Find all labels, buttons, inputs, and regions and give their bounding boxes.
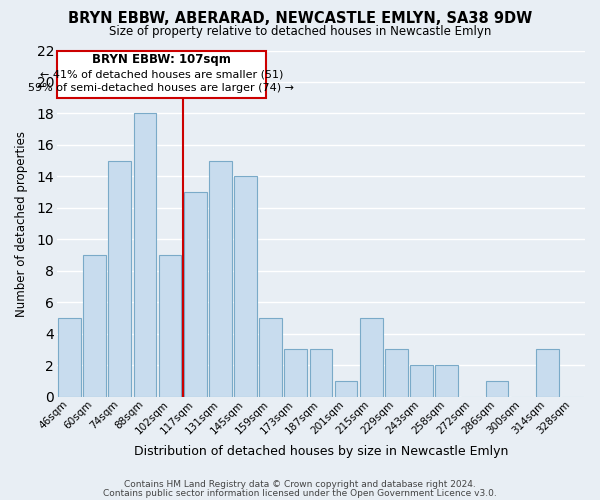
Bar	[536, 350, 559, 397]
Bar	[485, 381, 508, 396]
Bar	[209, 160, 232, 396]
Bar	[360, 318, 383, 396]
FancyBboxPatch shape	[57, 50, 266, 98]
Bar	[410, 365, 433, 396]
Bar	[134, 114, 156, 397]
Bar	[184, 192, 206, 396]
Bar	[284, 350, 307, 397]
Bar	[310, 350, 332, 397]
Text: 59% of semi-detached houses are larger (74) →: 59% of semi-detached houses are larger (…	[28, 83, 294, 93]
Bar	[436, 365, 458, 396]
Bar	[385, 350, 407, 397]
Bar	[109, 160, 131, 396]
Text: Contains HM Land Registry data © Crown copyright and database right 2024.: Contains HM Land Registry data © Crown c…	[124, 480, 476, 489]
Y-axis label: Number of detached properties: Number of detached properties	[15, 130, 28, 316]
Bar	[159, 255, 181, 396]
Bar	[259, 318, 282, 396]
Text: Size of property relative to detached houses in Newcastle Emlyn: Size of property relative to detached ho…	[109, 25, 491, 38]
Bar	[58, 318, 81, 396]
Text: Contains public sector information licensed under the Open Government Licence v3: Contains public sector information licen…	[103, 488, 497, 498]
X-axis label: Distribution of detached houses by size in Newcastle Emlyn: Distribution of detached houses by size …	[134, 444, 508, 458]
Bar	[335, 381, 358, 396]
Text: ← 41% of detached houses are smaller (51): ← 41% of detached houses are smaller (51…	[40, 69, 283, 79]
Text: BRYN EBBW, ABERARAD, NEWCASTLE EMLYN, SA38 9DW: BRYN EBBW, ABERARAD, NEWCASTLE EMLYN, SA…	[68, 11, 532, 26]
Text: BRYN EBBW: 107sqm: BRYN EBBW: 107sqm	[92, 54, 230, 66]
Bar	[234, 176, 257, 396]
Bar	[83, 255, 106, 396]
